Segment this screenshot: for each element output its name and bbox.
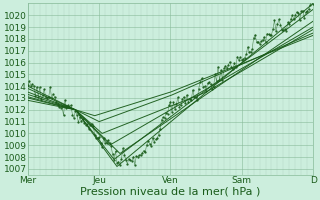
- X-axis label: Pression niveau de la mer( hPa ): Pression niveau de la mer( hPa ): [80, 187, 261, 197]
